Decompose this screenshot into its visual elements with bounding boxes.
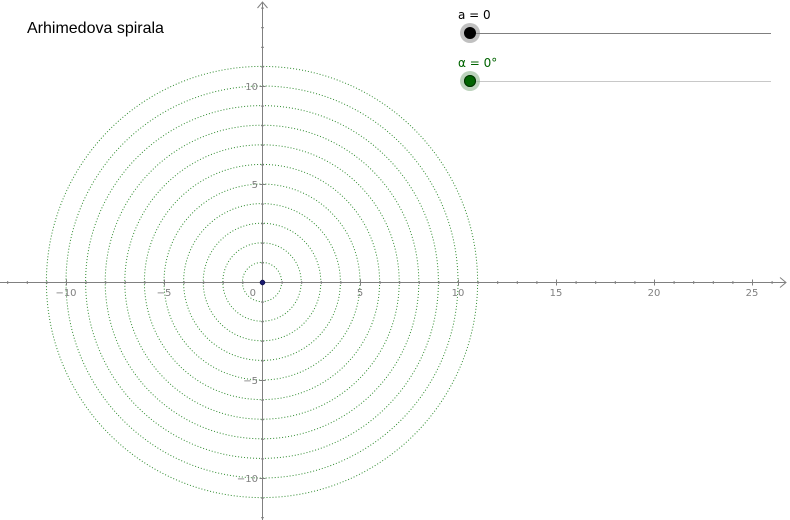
x-tick-label: 25 (746, 288, 759, 299)
slider-a[interactable]: a = 0 (455, 6, 775, 43)
x-tick-label: 5 (357, 288, 363, 299)
x-axis-arrow (779, 277, 787, 288)
axis-ticks: −10 −5 0 5 10 15 20 25 10 5 −5 −10 (7, 7, 773, 519)
slider-alpha-track[interactable] (470, 81, 771, 82)
x-tick-label: −5 (157, 288, 172, 299)
x-tick-label: 20 (648, 288, 661, 299)
graph-title: Arhimedova spirala (27, 20, 164, 37)
slider-alpha[interactable]: α = 0° (455, 54, 775, 91)
y-tick-label: 5 (252, 180, 258, 191)
slider-alpha-knob[interactable] (464, 75, 476, 87)
x-tick-label: 0 (250, 288, 256, 299)
y-tick-label: 10 (245, 82, 258, 93)
y-tick-label: −5 (243, 376, 258, 387)
y-axis-arrow (257, 1, 268, 9)
x-tick-label: 15 (550, 288, 563, 299)
slider-a-track[interactable] (469, 33, 771, 34)
origin-point-layer (259, 279, 266, 286)
slider-alpha-label: α = 0° (458, 56, 498, 70)
slider-a-label: a = 0 (458, 8, 491, 22)
slider-a-knob[interactable] (464, 27, 476, 39)
y-tick-label: −10 (237, 474, 258, 485)
x-tick-label: −10 (55, 288, 76, 299)
x-tick-label: 10 (452, 288, 465, 299)
origin-point[interactable] (259, 279, 266, 286)
